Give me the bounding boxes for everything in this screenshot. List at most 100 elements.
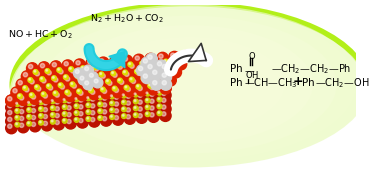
Circle shape xyxy=(122,101,124,103)
Circle shape xyxy=(43,121,47,125)
Circle shape xyxy=(62,112,67,116)
Circle shape xyxy=(38,62,50,73)
Circle shape xyxy=(98,95,103,100)
Circle shape xyxy=(158,91,160,93)
Circle shape xyxy=(116,63,127,75)
Circle shape xyxy=(145,105,150,110)
Circle shape xyxy=(169,51,180,63)
Circle shape xyxy=(106,80,108,82)
Circle shape xyxy=(112,93,124,105)
Circle shape xyxy=(87,110,89,112)
Circle shape xyxy=(160,63,171,74)
Circle shape xyxy=(86,110,91,115)
Circle shape xyxy=(111,95,112,97)
Circle shape xyxy=(143,78,147,83)
Circle shape xyxy=(54,78,58,82)
Circle shape xyxy=(39,114,43,118)
Circle shape xyxy=(104,64,109,69)
Circle shape xyxy=(91,97,95,101)
Circle shape xyxy=(100,94,112,106)
Circle shape xyxy=(88,72,98,82)
Circle shape xyxy=(87,73,92,78)
Circle shape xyxy=(136,84,147,96)
Text: O: O xyxy=(248,52,255,61)
Circle shape xyxy=(43,94,47,98)
Circle shape xyxy=(148,55,152,59)
Circle shape xyxy=(153,70,157,74)
Circle shape xyxy=(171,67,173,69)
Circle shape xyxy=(46,84,51,89)
Circle shape xyxy=(45,69,50,74)
Circle shape xyxy=(114,88,118,92)
Circle shape xyxy=(158,62,162,66)
Circle shape xyxy=(18,108,29,119)
Circle shape xyxy=(134,107,136,108)
Circle shape xyxy=(85,67,89,71)
Circle shape xyxy=(39,120,43,125)
Circle shape xyxy=(111,102,112,104)
Circle shape xyxy=(52,76,63,87)
Text: $\mathrm{—CH—CH_3}$: $\mathrm{—CH—CH_3}$ xyxy=(244,76,297,90)
Circle shape xyxy=(102,89,107,93)
Circle shape xyxy=(55,100,59,104)
Circle shape xyxy=(111,58,116,62)
Circle shape xyxy=(50,106,55,111)
Circle shape xyxy=(151,79,162,90)
Circle shape xyxy=(135,56,139,60)
Circle shape xyxy=(8,124,12,128)
Circle shape xyxy=(25,88,29,92)
Circle shape xyxy=(6,109,17,120)
Circle shape xyxy=(136,105,147,116)
Circle shape xyxy=(67,92,71,96)
Circle shape xyxy=(110,101,114,106)
Circle shape xyxy=(145,53,156,65)
Circle shape xyxy=(29,100,41,111)
Circle shape xyxy=(92,77,103,88)
Circle shape xyxy=(20,96,24,100)
Circle shape xyxy=(165,75,176,86)
Circle shape xyxy=(89,102,100,113)
Circle shape xyxy=(21,71,33,82)
Circle shape xyxy=(128,62,139,74)
Circle shape xyxy=(134,113,136,115)
Circle shape xyxy=(145,91,150,96)
Circle shape xyxy=(18,121,29,133)
Circle shape xyxy=(124,85,135,97)
Circle shape xyxy=(136,71,141,75)
Circle shape xyxy=(122,94,124,96)
Circle shape xyxy=(87,117,89,119)
Circle shape xyxy=(99,116,100,118)
Circle shape xyxy=(47,84,49,86)
Circle shape xyxy=(6,122,17,134)
Circle shape xyxy=(123,70,134,82)
Circle shape xyxy=(118,78,122,83)
Circle shape xyxy=(18,115,29,126)
Circle shape xyxy=(31,95,36,99)
Circle shape xyxy=(138,86,142,91)
Circle shape xyxy=(41,92,46,97)
Circle shape xyxy=(148,104,159,115)
Circle shape xyxy=(152,61,154,63)
Circle shape xyxy=(52,77,54,78)
Circle shape xyxy=(102,116,107,121)
Circle shape xyxy=(110,94,114,99)
Circle shape xyxy=(124,71,125,73)
Circle shape xyxy=(50,112,55,117)
Circle shape xyxy=(57,68,62,73)
Circle shape xyxy=(94,79,98,83)
Circle shape xyxy=(20,96,24,100)
Circle shape xyxy=(41,119,53,131)
Circle shape xyxy=(83,79,93,90)
Circle shape xyxy=(117,64,119,66)
Circle shape xyxy=(63,105,65,107)
Circle shape xyxy=(11,87,22,98)
Circle shape xyxy=(67,99,71,103)
Circle shape xyxy=(130,78,132,80)
Text: $\mathrm{OH}$: $\mathrm{OH}$ xyxy=(246,69,259,80)
Circle shape xyxy=(121,114,126,119)
Circle shape xyxy=(134,93,136,95)
Circle shape xyxy=(86,103,91,108)
Circle shape xyxy=(110,108,114,113)
Circle shape xyxy=(41,113,53,124)
Circle shape xyxy=(141,76,146,81)
